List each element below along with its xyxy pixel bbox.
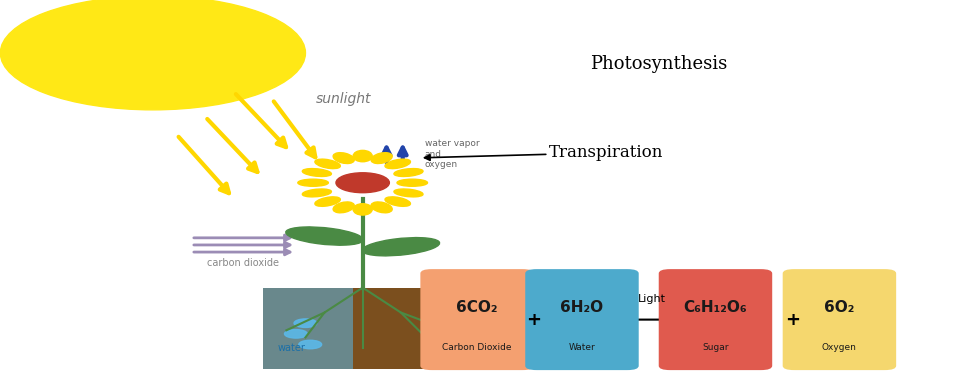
Text: Photosynthesis: Photosynthesis xyxy=(589,55,727,73)
Text: sunlight: sunlight xyxy=(316,92,372,106)
Ellipse shape xyxy=(353,151,372,162)
Text: C₆H₁₂O₆: C₆H₁₂O₆ xyxy=(684,300,747,315)
FancyBboxPatch shape xyxy=(659,269,772,370)
Text: Carbon Dioxide: Carbon Dioxide xyxy=(443,343,512,352)
Ellipse shape xyxy=(394,189,423,197)
Ellipse shape xyxy=(362,238,440,256)
Ellipse shape xyxy=(302,169,331,176)
Ellipse shape xyxy=(286,227,363,245)
Ellipse shape xyxy=(372,153,393,164)
Circle shape xyxy=(284,330,307,338)
Ellipse shape xyxy=(372,202,393,213)
Ellipse shape xyxy=(302,189,331,197)
Circle shape xyxy=(0,0,305,110)
Ellipse shape xyxy=(315,159,341,169)
Ellipse shape xyxy=(333,153,354,164)
Text: Transpiration: Transpiration xyxy=(548,144,663,161)
Text: +: + xyxy=(526,311,540,329)
FancyBboxPatch shape xyxy=(420,269,534,370)
FancyBboxPatch shape xyxy=(262,288,444,369)
Text: 6H₂O: 6H₂O xyxy=(561,300,604,315)
Text: 6O₂: 6O₂ xyxy=(825,300,854,315)
FancyBboxPatch shape xyxy=(262,288,353,369)
Text: Oxygen: Oxygen xyxy=(822,343,857,352)
FancyBboxPatch shape xyxy=(525,269,638,370)
Text: water vapor
and
oxygen: water vapor and oxygen xyxy=(424,139,479,169)
Text: Sugar: Sugar xyxy=(702,343,729,352)
Text: Light: Light xyxy=(637,294,665,304)
Circle shape xyxy=(294,319,317,327)
Circle shape xyxy=(336,173,390,192)
Ellipse shape xyxy=(394,169,423,176)
Ellipse shape xyxy=(333,202,354,213)
FancyBboxPatch shape xyxy=(782,269,896,370)
Ellipse shape xyxy=(397,179,427,186)
Ellipse shape xyxy=(385,197,411,206)
Text: +: + xyxy=(785,311,801,329)
Circle shape xyxy=(299,340,322,349)
Text: Water: Water xyxy=(568,343,595,352)
Text: water: water xyxy=(277,343,305,353)
Ellipse shape xyxy=(353,204,372,215)
Text: 6CO₂: 6CO₂ xyxy=(456,300,498,315)
Ellipse shape xyxy=(298,179,328,186)
Ellipse shape xyxy=(385,159,411,169)
Ellipse shape xyxy=(315,197,341,206)
Text: carbon dioxide: carbon dioxide xyxy=(207,258,279,268)
